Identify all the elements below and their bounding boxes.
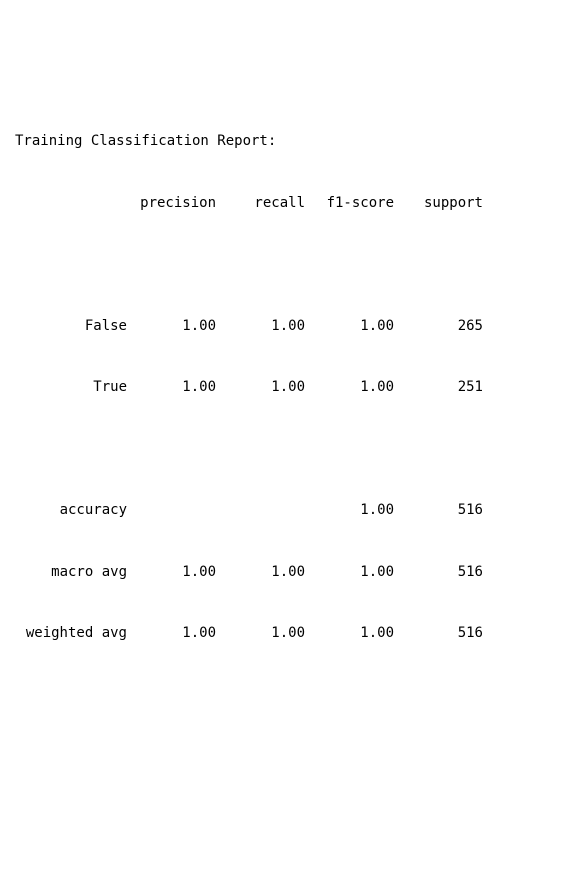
row-label: accuracy (59, 502, 127, 518)
precision-value: 1.00 (182, 563, 216, 580)
f1-value: 1.00 (360, 625, 394, 641)
f1-value: 1.00 (360, 379, 394, 395)
recall-value: 1.00 (271, 317, 305, 334)
summary-row: macro avg 1.00 1.00 1.00 516 (15, 562, 483, 583)
training-report: Training Classification Report: precisio… (15, 90, 483, 685)
recall-value: 1.00 (271, 563, 305, 580)
f1-value: 1.00 (360, 563, 394, 580)
precision-value: 1.00 (182, 625, 216, 641)
header-support: support (423, 194, 483, 211)
support-value: 265 (457, 317, 483, 334)
header-precision: precision (140, 194, 216, 211)
f1-value: 1.00 (360, 502, 394, 518)
support-value: 516 (457, 625, 483, 641)
table-row: False 1.00 1.00 1.00 265 (15, 316, 483, 337)
table-row: True 1.00 1.00 1.00 251 (15, 377, 483, 398)
blank-line (15, 254, 483, 275)
row-label: True (93, 379, 127, 395)
blank-line (15, 746, 483, 767)
row-label: weighted avg (25, 625, 127, 641)
cell-output: Training Classification Report: precisio… (15, 8, 483, 884)
support-value: 516 (457, 502, 483, 518)
blank-line (15, 808, 483, 829)
header-recall: recall (254, 194, 305, 211)
support-value: 516 (457, 563, 483, 580)
recall-value: 1.00 (271, 379, 305, 395)
row-label: macro avg (51, 563, 127, 580)
precision-value: 1.00 (182, 317, 216, 334)
precision-value: 1.00 (182, 379, 216, 395)
report-title: Training Classification Report: (15, 133, 277, 149)
summary-row: weighted avg 1.00 1.00 1.00 516 (15, 623, 483, 644)
summary-row: accuracy 1.00 516 (15, 500, 483, 521)
support-value: 251 (457, 379, 483, 395)
f1-value: 1.00 (360, 317, 394, 334)
header-row: precision recall f1-score support (15, 193, 483, 214)
recall-value: 1.00 (271, 625, 305, 641)
row-label: False (84, 317, 127, 334)
header-f1-score: f1-score (326, 194, 394, 211)
